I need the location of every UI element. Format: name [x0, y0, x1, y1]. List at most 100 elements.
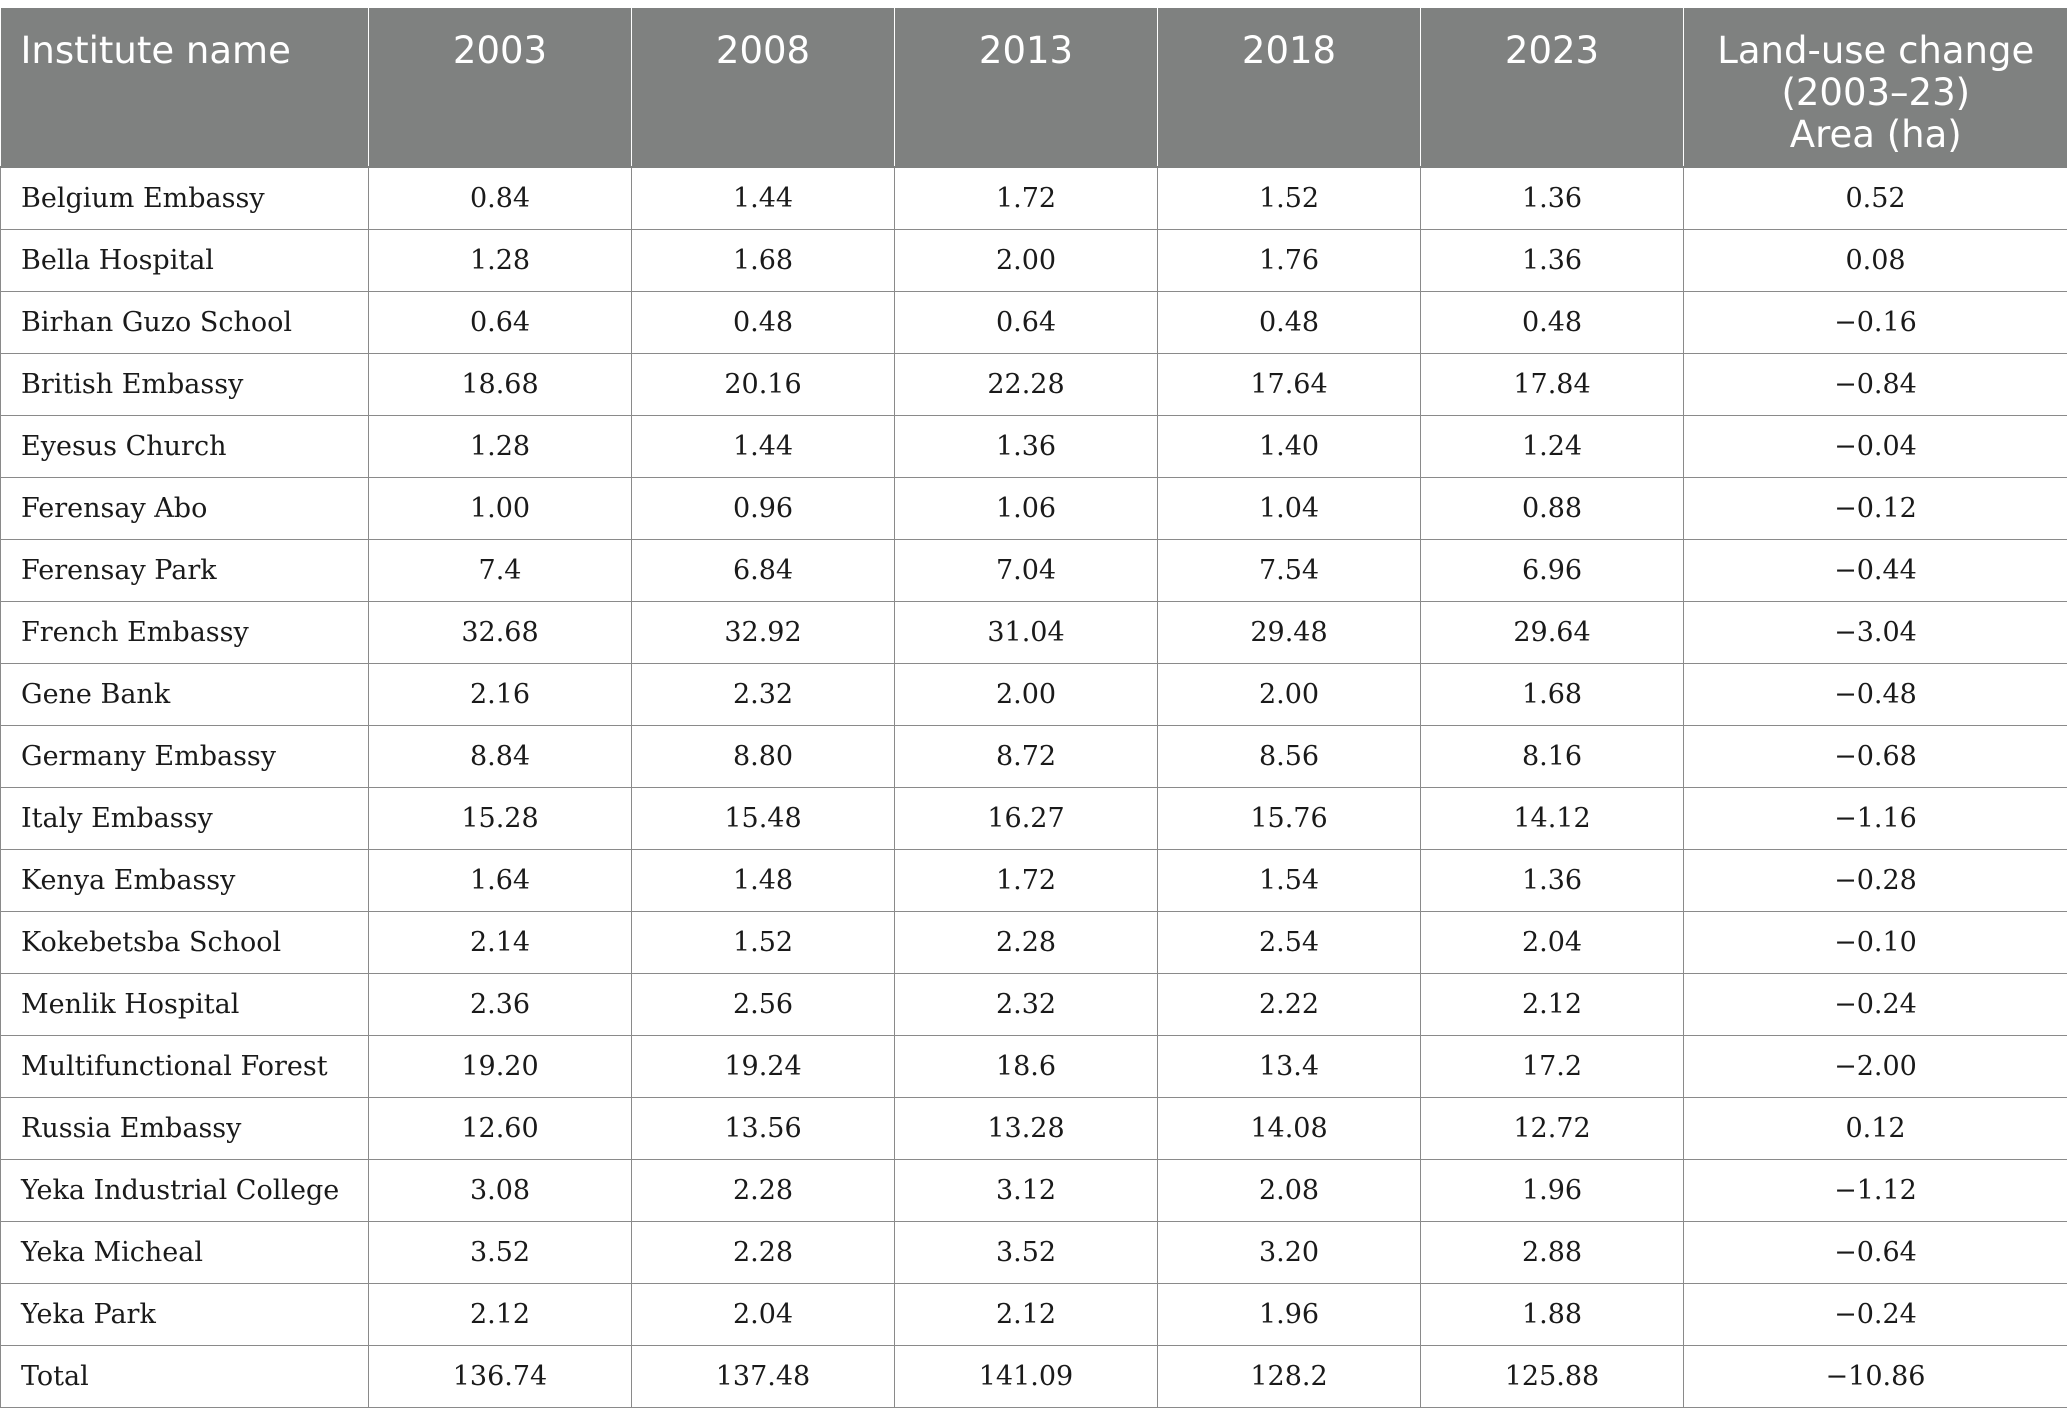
value-2008-cell: 19.24: [631, 1034, 895, 1098]
value-2018-cell: 1.96: [1157, 1282, 1421, 1346]
value-2013-cell: 1.72: [894, 848, 1158, 912]
institute-name-cell: Multifunctional Forest: [0, 1034, 369, 1098]
value-2003-cell: 1.00: [368, 476, 632, 540]
value-2008-cell: 1.68: [631, 228, 895, 292]
land-use-change-cell: 0.52: [1683, 166, 2067, 230]
column-header-2023: 2023: [1420, 8, 1684, 167]
value-2008-cell: 13.56: [631, 1096, 895, 1160]
value-2008-cell: 6.84: [631, 538, 895, 602]
value-2023-cell: 1.36: [1420, 228, 1684, 292]
total-row: Total 136.74 137.48 141.09 128.2 125.88 −10.86: [0, 1344, 2067, 1408]
value-2003-cell: 2.12: [368, 1282, 632, 1346]
institute-name-cell: Kenya Embassy: [0, 848, 369, 912]
table-row: Germany Embassy 8.84 8.80 8.72 8.56 8.16 −0.68: [0, 724, 2067, 788]
value-2023-cell: 29.64: [1420, 600, 1684, 664]
institute-name-cell: Russia Embassy: [0, 1096, 369, 1160]
value-2018-cell: 15.76: [1157, 786, 1421, 850]
value-2023-cell: 1.36: [1420, 848, 1684, 912]
table-row: Yeka Park 2.12 2.04 2.12 1.96 1.88 −0.24: [0, 1282, 2067, 1346]
value-2003-cell: 0.84: [368, 166, 632, 230]
value-2023-cell: 0.48: [1420, 290, 1684, 354]
value-2008-cell: 2.56: [631, 972, 895, 1036]
value-2003-cell: 2.14: [368, 910, 632, 974]
table-row: Kenya Embassy 1.64 1.48 1.72 1.54 1.36 −0.28: [0, 848, 2067, 912]
land-use-change-cell: −0.16: [1683, 290, 2067, 354]
value-2023-cell: 12.72: [1420, 1096, 1684, 1160]
value-2018-cell: 13.4: [1157, 1034, 1421, 1098]
institute-name-cell: French Embassy: [0, 600, 369, 664]
institute-name-cell: Ferensay Park: [0, 538, 369, 602]
value-2018-cell: 17.64: [1157, 352, 1421, 416]
table-row: Eyesus Church 1.28 1.44 1.36 1.40 1.24 −0.04: [0, 414, 2067, 478]
table-row: Menlik Hospital 2.36 2.56 2.32 2.22 2.12 −0.24: [0, 972, 2067, 1036]
value-2008-cell: 0.48: [631, 290, 895, 354]
table-row: Russia Embassy 12.60 13.56 13.28 14.08 12.72 0…: [0, 1096, 2067, 1160]
table-row: Gene Bank 2.16 2.32 2.00 2.00 1.68 −0.48: [0, 662, 2067, 726]
table-row: Belgium Embassy 0.84 1.44 1.72 1.52 1.36 0.52: [0, 166, 2067, 230]
table-row: Yeka Industrial College 3.08 2.28 3.12 2.08 1…: [0, 1158, 2067, 1222]
value-2018-cell: 2.08: [1157, 1158, 1421, 1222]
land-use-change-cell: −10.86: [1683, 1344, 2067, 1408]
value-2018-cell: 1.04: [1157, 476, 1421, 540]
land-use-change-cell: −0.68: [1683, 724, 2067, 788]
land-use-change-cell: −0.44: [1683, 538, 2067, 602]
value-2013-cell: 2.28: [894, 910, 1158, 974]
value-2018-cell: 2.00: [1157, 662, 1421, 726]
value-2008-cell: 20.16: [631, 352, 895, 416]
value-2018-cell: 7.54: [1157, 538, 1421, 602]
land-use-change-cell: −0.84: [1683, 352, 2067, 416]
table-header: Institute name 2003 2008 2013 2018 2023 …: [0, 8, 2067, 167]
column-header-2013: 2013: [894, 8, 1158, 167]
value-2018-cell: 128.2: [1157, 1344, 1421, 1408]
land-use-change-cell: −0.48: [1683, 662, 2067, 726]
header-row: Institute name 2003 2008 2013 2018 2023 …: [0, 8, 2067, 167]
value-2023-cell: 8.16: [1420, 724, 1684, 788]
value-2018-cell: 1.52: [1157, 166, 1421, 230]
table-row: French Embassy 32.68 32.92 31.04 29.48 29.64−…: [0, 600, 2067, 664]
value-2018-cell: 14.08: [1157, 1096, 1421, 1160]
value-2013-cell: 2.32: [894, 972, 1158, 1036]
land-use-change-cell: −1.16: [1683, 786, 2067, 850]
value-2013-cell: 3.12: [894, 1158, 1158, 1222]
value-2023-cell: 2.12: [1420, 972, 1684, 1036]
value-2003-cell: 19.20: [368, 1034, 632, 1098]
value-2003-cell: 7.4: [368, 538, 632, 602]
value-2003-cell: 12.60: [368, 1096, 632, 1160]
value-2008-cell: 32.92: [631, 600, 895, 664]
value-2008-cell: 1.48: [631, 848, 895, 912]
institute-name-cell: Menlik Hospital: [0, 972, 369, 1036]
value-2023-cell: 1.88: [1420, 1282, 1684, 1346]
table-row: Birhan Guzo School 0.64 0.48 0.64 0.48 0.48 −0…: [0, 290, 2067, 354]
value-2013-cell: 16.27: [894, 786, 1158, 850]
value-2023-cell: 17.2: [1420, 1034, 1684, 1098]
institute-name-cell: Bella Hospital: [0, 228, 369, 292]
value-2018-cell: 29.48: [1157, 600, 1421, 664]
value-2003-cell: 0.64: [368, 290, 632, 354]
land-use-change-cell: −1.12: [1683, 1158, 2067, 1222]
land-use-change-cell: −0.28: [1683, 848, 2067, 912]
value-2013-cell: 1.72: [894, 166, 1158, 230]
value-2018-cell: 1.76: [1157, 228, 1421, 292]
value-2008-cell: 1.44: [631, 166, 895, 230]
institute-name-cell: Yeka Park: [0, 1282, 369, 1346]
value-2013-cell: 18.6: [894, 1034, 1158, 1098]
value-2018-cell: 8.56: [1157, 724, 1421, 788]
value-2008-cell: 0.96: [631, 476, 895, 540]
column-header-2008: 2008: [631, 8, 895, 167]
value-2013-cell: 2.12: [894, 1282, 1158, 1346]
land-use-change-cell: −0.24: [1683, 972, 2067, 1036]
institute-name-cell: Belgium Embassy: [0, 166, 369, 230]
value-2003-cell: 18.68: [368, 352, 632, 416]
value-2023-cell: 6.96: [1420, 538, 1684, 602]
column-header-institute-name: Institute name: [0, 8, 369, 167]
column-header-land-use-change: Land-use change (2003–23) Area (ha): [1683, 8, 2067, 167]
value-2013-cell: 0.64: [894, 290, 1158, 354]
value-2023-cell: 1.36: [1420, 166, 1684, 230]
land-use-change-cell: −0.04: [1683, 414, 2067, 478]
value-2003-cell: 1.64: [368, 848, 632, 912]
value-2008-cell: 2.28: [631, 1158, 895, 1222]
value-2023-cell: 2.04: [1420, 910, 1684, 974]
value-2018-cell: 0.48: [1157, 290, 1421, 354]
table-row: Multifunctional Forest 19.20 19.24 18.6 13.4…: [0, 1034, 2067, 1098]
